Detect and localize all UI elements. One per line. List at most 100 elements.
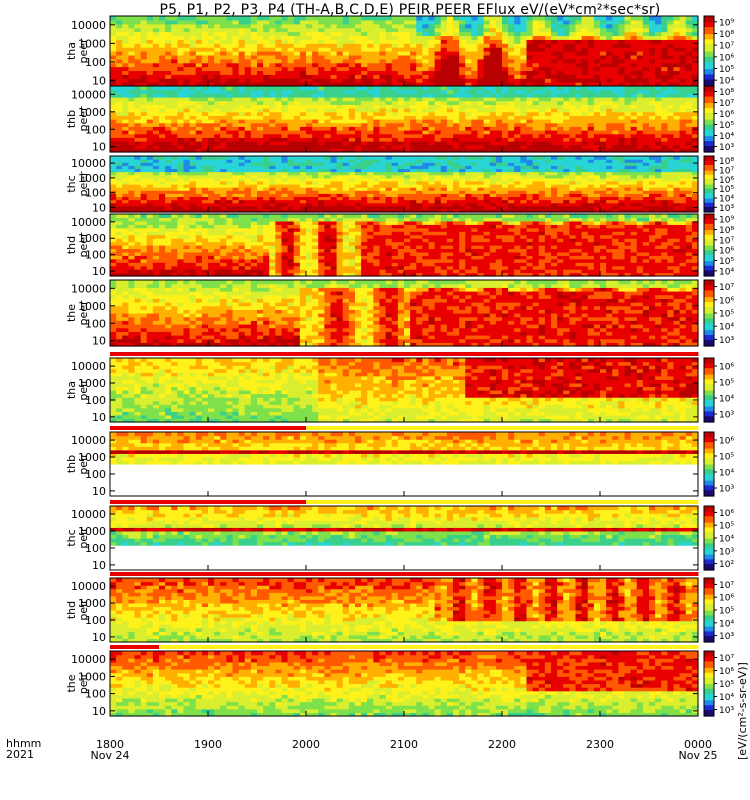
- heatmap-cell: [544, 70, 552, 75]
- heatmap-cell: [520, 122, 528, 127]
- heatmap-cell: [355, 119, 362, 124]
- heatmap-cell: [385, 165, 393, 170]
- heatmap-cell: [428, 93, 436, 98]
- heatmap-cell: [679, 62, 687, 68]
- heatmap-cell: [134, 97, 142, 102]
- heatmap-cell: [434, 208, 442, 213]
- heatmap-cell: [214, 168, 221, 173]
- heatmap-cell: [416, 202, 423, 207]
- heatmap-cell: [110, 108, 117, 113]
- heatmap-cell: [661, 78, 668, 83]
- heatmap-cell: [379, 89, 387, 94]
- heatmap-cell: [446, 130, 454, 135]
- heatmap-cell: [281, 51, 289, 56]
- heatmap-cell: [189, 27, 197, 33]
- heatmap-cell: [446, 148, 454, 153]
- heatmap-cell: [342, 144, 350, 149]
- heatmap-cell: [263, 199, 270, 204]
- heatmap-cell: [293, 43, 301, 48]
- heatmap-cell: [214, 202, 221, 207]
- heatmap-cell: [373, 184, 381, 188]
- heatmap-cell: [122, 144, 129, 149]
- heatmap-cell: [373, 171, 381, 176]
- heatmap-cell: [312, 82, 319, 87]
- heatmap-cell: [532, 27, 540, 33]
- heatmap-cell: [152, 159, 160, 163]
- heatmap-cell: [489, 97, 497, 102]
- heatmap-cell: [201, 130, 209, 135]
- heatmap-cell: [520, 162, 528, 166]
- heatmap-cell: [538, 137, 546, 142]
- heatmap-cell: [146, 23, 154, 29]
- heatmap-cell: [201, 43, 209, 48]
- heatmap-cell: [177, 174, 185, 179]
- heatmap-cell: [471, 82, 479, 87]
- heatmap-cell: [324, 208, 332, 213]
- heatmap-cell: [606, 66, 613, 72]
- heatmap-cell: [563, 23, 570, 29]
- heatmap-cell: [618, 82, 626, 87]
- heatmap-cell: [569, 148, 577, 153]
- heatmap-cell: [152, 202, 160, 207]
- heatmap-cell: [220, 174, 227, 179]
- heatmap-cell: [275, 208, 283, 213]
- heatmap-cell: [581, 93, 589, 98]
- heatmap-cell: [324, 141, 332, 146]
- heatmap-cell: [593, 119, 601, 124]
- heatmap-cell: [330, 202, 338, 207]
- heatmap-cell: [312, 47, 319, 52]
- heatmap-cell: [661, 108, 668, 113]
- heatmap-cell: [385, 47, 393, 52]
- heatmap-cell: [465, 196, 472, 201]
- heatmap-cell: [110, 62, 117, 68]
- heatmap-cell: [232, 148, 240, 153]
- heatmap-cell: [520, 199, 528, 204]
- heatmap-cell: [336, 111, 344, 116]
- heatmap-cell: [593, 108, 601, 113]
- heatmap-cell: [318, 193, 325, 198]
- heatmap-cell: [140, 51, 148, 56]
- heatmap-cell: [355, 177, 362, 182]
- heatmap-cell: [391, 199, 399, 204]
- heatmap-cell: [618, 66, 626, 72]
- heatmap-cell: [483, 205, 491, 210]
- heatmap-cell: [618, 70, 626, 75]
- heatmap-cell: [208, 205, 215, 210]
- heatmap-cell: [373, 82, 381, 87]
- heatmap-cell: [287, 58, 295, 64]
- heatmap-cell: [379, 156, 387, 160]
- colorbar-step: [704, 42, 714, 45]
- heatmap-cell: [673, 111, 681, 116]
- heatmap-cell: [238, 16, 246, 21]
- heatmap-cell: [330, 78, 338, 83]
- heatmap-cell: [226, 16, 234, 21]
- heatmap-cell: [508, 205, 515, 210]
- heatmap-cell: [269, 141, 276, 146]
- heatmap-cell: [177, 27, 185, 33]
- heatmap-cell: [342, 184, 350, 188]
- heatmap-cell: [146, 66, 154, 72]
- heatmap-cell: [471, 162, 479, 166]
- heatmap-cell: [287, 111, 295, 116]
- heatmap-cell: [324, 168, 332, 173]
- heatmap-cell: [471, 39, 479, 44]
- heatmap-cell: [128, 111, 136, 116]
- heatmap-cell: [171, 196, 178, 201]
- heatmap-cell: [630, 130, 638, 135]
- heatmap-cell: [275, 19, 283, 25]
- heatmap-cell: [575, 54, 583, 60]
- heatmap-cell: [177, 93, 185, 98]
- heatmap-cell: [459, 51, 466, 56]
- heatmap-cell: [165, 58, 172, 64]
- heatmap-cell: [606, 70, 613, 75]
- heatmap-cell: [440, 137, 448, 142]
- heatmap-cell: [159, 159, 166, 163]
- heatmap-cell: [612, 23, 619, 29]
- heatmap-cell: [189, 66, 197, 72]
- heatmap-cell: [606, 141, 613, 146]
- heatmap-cell: [183, 208, 191, 213]
- heatmap-cell: [177, 177, 185, 182]
- heatmap-cell: [569, 130, 577, 135]
- heatmap-cell: [428, 137, 436, 142]
- heatmap-cell: [208, 180, 215, 185]
